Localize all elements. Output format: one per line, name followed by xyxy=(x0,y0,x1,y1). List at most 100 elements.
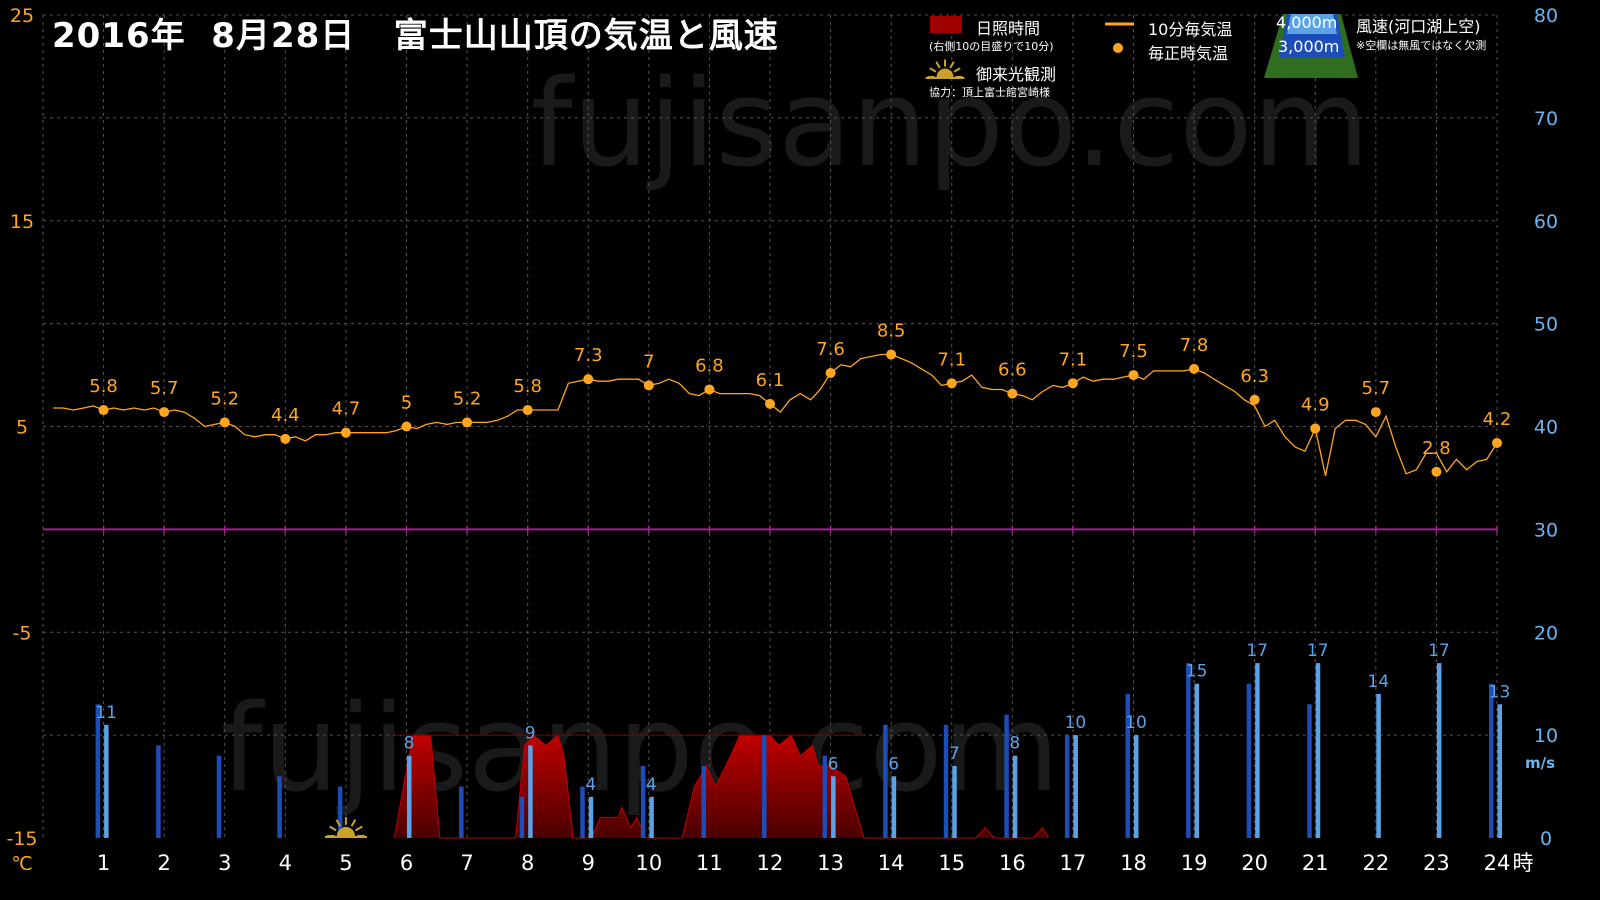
legend-credit: 協力：頂上富士館宮崎様 xyxy=(929,86,1050,99)
temperature-hourly-point xyxy=(340,427,351,438)
x-axis-tick: 19 xyxy=(1181,851,1208,875)
temperature-hourly-label: 5.8 xyxy=(513,376,542,397)
legend-graphics xyxy=(925,14,1358,79)
legend-wind-note: ※空欄は無風ではなく欠測 xyxy=(1356,39,1487,52)
left-axis-tick: -15 xyxy=(6,828,37,850)
temperature-hourly-point xyxy=(1249,394,1260,405)
temperature-hourly-point xyxy=(522,405,533,416)
wind-4000m-bar xyxy=(1255,663,1260,838)
legend-alt-3000: 3,000m xyxy=(1278,37,1340,56)
wind-3000m-bar xyxy=(95,704,101,838)
temperature-hourly-point xyxy=(462,417,473,428)
temperature-hourly-label: 7.3 xyxy=(574,345,603,366)
x-axis-tick: 22 xyxy=(1362,851,1389,875)
wind-4000m-bar xyxy=(1012,755,1018,838)
wind-4000m-label: 10 xyxy=(1125,713,1147,733)
x-axis-tick: 24 xyxy=(1484,851,1511,875)
wind-3000m-bar xyxy=(822,755,828,838)
temperature-hourly-point xyxy=(280,433,291,444)
wind-3000m-bar xyxy=(762,735,767,838)
right-axis-tick: 80 xyxy=(1534,5,1558,27)
x-axis-tick: 20 xyxy=(1241,851,1268,875)
wind-4000m-bar xyxy=(1194,683,1200,838)
wind-labels: 11 8 9 4 4 6 6 7 8 10 10 15 17 17 14 17 13 xyxy=(95,641,1510,795)
temperature-hourly-label: 7.8 xyxy=(1180,335,1209,356)
left-axis-tick: -5 xyxy=(13,622,32,644)
temperature-hourly-label: 5.2 xyxy=(210,388,239,409)
right-axis-tick: 10 xyxy=(1534,725,1558,747)
temperature-hourly-point xyxy=(1128,370,1139,381)
temperature-hourly-point xyxy=(765,398,775,409)
wind-4000m-bar xyxy=(1134,735,1139,838)
x-axis-tick: 18 xyxy=(1120,851,1147,875)
right-axis-tick: 20 xyxy=(1534,622,1558,644)
wind-4000m-label: 7 xyxy=(949,744,960,764)
wind-4000m-label: 13 xyxy=(1489,682,1511,702)
x-axis-tick: 14 xyxy=(878,851,905,875)
wind-3000m-bar xyxy=(883,724,888,838)
wind-4000m-bar xyxy=(649,796,654,838)
wind-3000m-bar xyxy=(1186,663,1191,838)
wind-3000m-bar xyxy=(1064,735,1070,838)
wind-4000m-label: 14 xyxy=(1368,672,1390,692)
wind-4000m-bar xyxy=(952,765,957,838)
wind-3000m-bar xyxy=(216,755,222,838)
grid-lines xyxy=(42,14,1498,838)
temperature-hourly-label: 6.6 xyxy=(998,360,1027,381)
x-axis-tick: 1 xyxy=(97,851,110,875)
wind-3000m-bar xyxy=(701,765,706,838)
temperature-hourly-point xyxy=(643,380,654,391)
temperature-hourly-label: 5.7 xyxy=(150,378,179,399)
wind-3000m-bar xyxy=(277,776,282,838)
right-axis-tick: 40 xyxy=(1534,417,1558,439)
temperature-hourly-label: 5.2 xyxy=(453,388,482,409)
wind-4000m-bar xyxy=(407,755,412,838)
temperature-hourly-label: 5.7 xyxy=(1362,378,1391,399)
temperature-hourly-label: 7.1 xyxy=(937,349,966,370)
temperature-layer: 5.8 5.7 5.2 4.4 4.7 5 5.2 5.8 7.3 7 6.8 6.1 7.6 8.5 7.… xyxy=(53,320,1511,477)
wind-3000m-bar xyxy=(1246,683,1252,838)
temperature-hourly-label: 6.1 xyxy=(756,370,785,391)
x-axis-tick: 16 xyxy=(999,851,1026,875)
temperature-hourly-label: 4.9 xyxy=(1301,395,1330,416)
legend-temp-hourly-swatch xyxy=(1113,43,1123,53)
temperature-hourly-point xyxy=(946,378,957,389)
temperature-hourly-point xyxy=(1370,407,1381,418)
temperature-hourly-point xyxy=(1310,423,1321,434)
wind-4000m-label: 11 xyxy=(95,703,117,723)
wind-4000m-bar xyxy=(1436,663,1442,838)
sunrise-icon xyxy=(324,817,367,838)
right-axis-tick: 30 xyxy=(1534,519,1558,541)
wind-3000m-bar xyxy=(1004,714,1009,838)
temperature-hourly-point xyxy=(159,407,170,418)
wind-4000m-bar xyxy=(528,745,533,838)
wind-3000m-bar xyxy=(640,765,646,838)
wind-3000m-bar xyxy=(519,796,525,838)
wind-3000m-bar xyxy=(1125,693,1130,838)
legend-sunshine-note: (右側10の目盛りで10分) xyxy=(929,40,1054,53)
wind-4000m-label: 4 xyxy=(646,775,657,795)
wind-4000m-label: 17 xyxy=(1307,641,1329,661)
temperature-hourly-point xyxy=(1189,363,1200,374)
x-axis-tick: 3 xyxy=(218,851,231,875)
wind-4000m-bar xyxy=(1073,735,1078,838)
temperature-hourly-point xyxy=(219,417,230,428)
x-axis-tick: 11 xyxy=(696,851,723,875)
left-axis-tick: 5 xyxy=(16,417,28,439)
x-axis-tick: 7 xyxy=(460,851,473,875)
chart-title: 2016年 8月28日 富士山山頂の気温と風速 xyxy=(52,16,779,56)
temperature-hourly-point xyxy=(825,368,836,379)
temperature-hourly-point xyxy=(583,374,594,385)
watermark-lower: fujisanpo.com xyxy=(220,680,1059,819)
temperature-hourly-point xyxy=(1067,378,1078,389)
wind-3000m-bar xyxy=(459,786,464,838)
legend-temp10-label: 10分毎気温 xyxy=(1148,20,1233,39)
sunshine-area xyxy=(393,734,1050,839)
x-axis-tick: 5 xyxy=(339,851,352,875)
wind-bars xyxy=(95,663,1502,838)
wind-4000m-bar xyxy=(1497,704,1502,838)
temperature-hourly-label: 2.8 xyxy=(1422,438,1451,459)
temperature-hourly-point xyxy=(886,349,897,360)
wind-4000m-label: 8 xyxy=(404,734,415,754)
